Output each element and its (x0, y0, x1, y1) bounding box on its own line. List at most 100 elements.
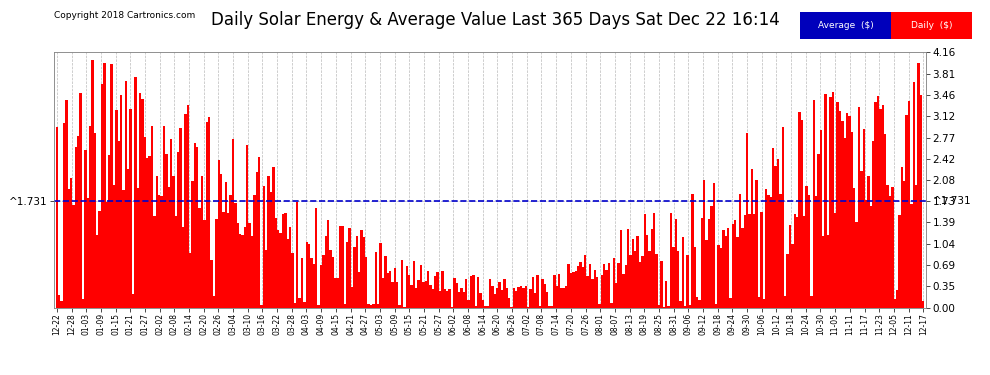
Bar (258, 157, 260, 308)
Bar (894, 299, 896, 307)
Bar (594, 270, 596, 308)
Bar (506, 288, 508, 308)
Bar (286, 238, 289, 308)
Bar (479, 293, 482, 308)
Bar (913, 82, 915, 308)
Bar (391, 282, 394, 308)
Bar (337, 278, 339, 308)
Bar (223, 212, 225, 308)
Bar (158, 195, 160, 308)
Bar (920, 94, 922, 308)
Bar (458, 292, 460, 308)
Bar (682, 237, 684, 308)
Bar (127, 169, 130, 308)
Bar (77, 136, 79, 308)
Bar (398, 305, 401, 308)
Bar (472, 275, 474, 308)
Bar (837, 102, 839, 308)
Bar (303, 302, 306, 307)
Bar (315, 208, 318, 308)
Bar (834, 213, 837, 308)
Bar (850, 132, 853, 308)
Bar (374, 252, 377, 308)
Bar (644, 214, 645, 308)
Bar (872, 141, 874, 308)
Bar (622, 274, 625, 308)
Bar (153, 216, 155, 308)
Bar (734, 220, 737, 308)
Bar (465, 279, 467, 308)
Bar (862, 129, 865, 308)
Bar (432, 290, 434, 308)
Bar (225, 182, 227, 308)
Bar (147, 158, 148, 308)
Bar (503, 279, 506, 308)
Bar (344, 303, 346, 307)
Bar (250, 236, 253, 308)
Bar (360, 231, 362, 308)
Bar (637, 236, 639, 308)
Bar (155, 176, 158, 308)
Bar (137, 188, 139, 308)
Bar (486, 306, 489, 308)
Bar (244, 227, 247, 308)
Bar (777, 159, 779, 308)
Bar (791, 244, 794, 308)
Bar (320, 265, 322, 308)
Bar (601, 275, 603, 308)
Bar (220, 174, 223, 308)
Bar (227, 213, 230, 308)
Bar (298, 298, 301, 307)
Bar (818, 154, 820, 308)
Bar (332, 256, 335, 307)
Bar (422, 282, 425, 308)
Bar (839, 111, 842, 308)
Bar (774, 166, 777, 308)
Bar (123, 190, 125, 308)
Bar (118, 141, 120, 308)
Bar (248, 223, 250, 308)
Bar (401, 260, 403, 308)
Bar (408, 275, 410, 308)
Bar (694, 247, 696, 308)
Bar (267, 176, 270, 308)
Bar (247, 145, 248, 308)
Bar (665, 281, 667, 308)
Bar (650, 229, 653, 308)
Bar (884, 134, 886, 308)
Bar (618, 262, 620, 308)
Bar (630, 255, 632, 308)
Bar (555, 286, 558, 308)
Bar (289, 226, 291, 308)
Bar (482, 300, 484, 307)
Bar (162, 126, 165, 308)
Bar (237, 223, 239, 308)
Bar (218, 160, 220, 308)
Bar (260, 305, 262, 308)
Bar (762, 299, 765, 307)
Bar (615, 283, 618, 308)
Bar (186, 105, 189, 308)
Bar (710, 206, 713, 308)
Bar (370, 305, 372, 308)
Bar (194, 143, 196, 308)
Bar (470, 276, 472, 308)
Bar (908, 101, 910, 308)
Bar (232, 139, 235, 308)
Bar (822, 236, 825, 308)
Bar (501, 290, 503, 308)
Bar (198, 208, 201, 308)
Bar (325, 236, 327, 308)
Bar (382, 278, 384, 308)
Bar (574, 271, 577, 308)
Bar (810, 296, 813, 307)
Bar (358, 272, 360, 308)
Bar (874, 102, 877, 308)
Bar (796, 217, 798, 308)
Text: Copyright 2018 Cartronics.com: Copyright 2018 Cartronics.com (54, 11, 196, 20)
Bar (522, 288, 525, 308)
Bar (201, 176, 203, 308)
Bar (148, 156, 150, 308)
Bar (142, 99, 144, 308)
Bar (882, 105, 884, 308)
